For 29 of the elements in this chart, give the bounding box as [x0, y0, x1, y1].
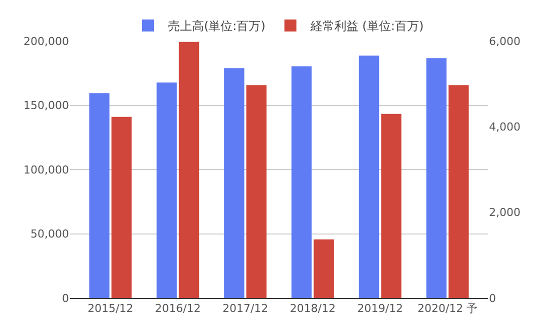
- bar: [358, 56, 380, 298]
- y-tick-label: 200,000: [24, 34, 69, 48]
- x-tick-label: 2017/12: [222, 302, 268, 316]
- bar: [291, 66, 312, 298]
- x-tick-label: 2019/12: [357, 302, 403, 316]
- bar: [156, 82, 177, 298]
- x-tick-label: 2018/12: [290, 302, 336, 316]
- y2-tick-label: 6,000: [489, 34, 520, 48]
- bar: [178, 42, 200, 298]
- y2-tick-label: 4,000: [489, 120, 520, 134]
- bar: [224, 68, 244, 298]
- bar: [111, 116, 132, 298]
- y-tick-label: 0: [62, 292, 69, 305]
- y-tick-label: 100,000: [24, 163, 69, 176]
- y2-tick-label: 0: [489, 292, 496, 305]
- bar: [246, 85, 267, 298]
- bar: [448, 85, 469, 298]
- legend-label: 売上高(単位:百万): [168, 19, 266, 34]
- bar: [89, 93, 110, 298]
- y-tick-label: 50,000: [30, 228, 69, 241]
- bar: [426, 58, 447, 298]
- x-tick-label: 2016/12: [155, 302, 201, 316]
- x-tick-label: 2020/12 予: [417, 302, 478, 316]
- legend-label: 経常利益 (単位:百万): [309, 19, 424, 34]
- bar: [314, 239, 334, 298]
- y2-tick-label: 2,000: [489, 206, 520, 220]
- x-tick-label: 2015/12: [88, 302, 134, 316]
- bar: [381, 114, 402, 298]
- y-tick-label: 150,000: [24, 99, 69, 112]
